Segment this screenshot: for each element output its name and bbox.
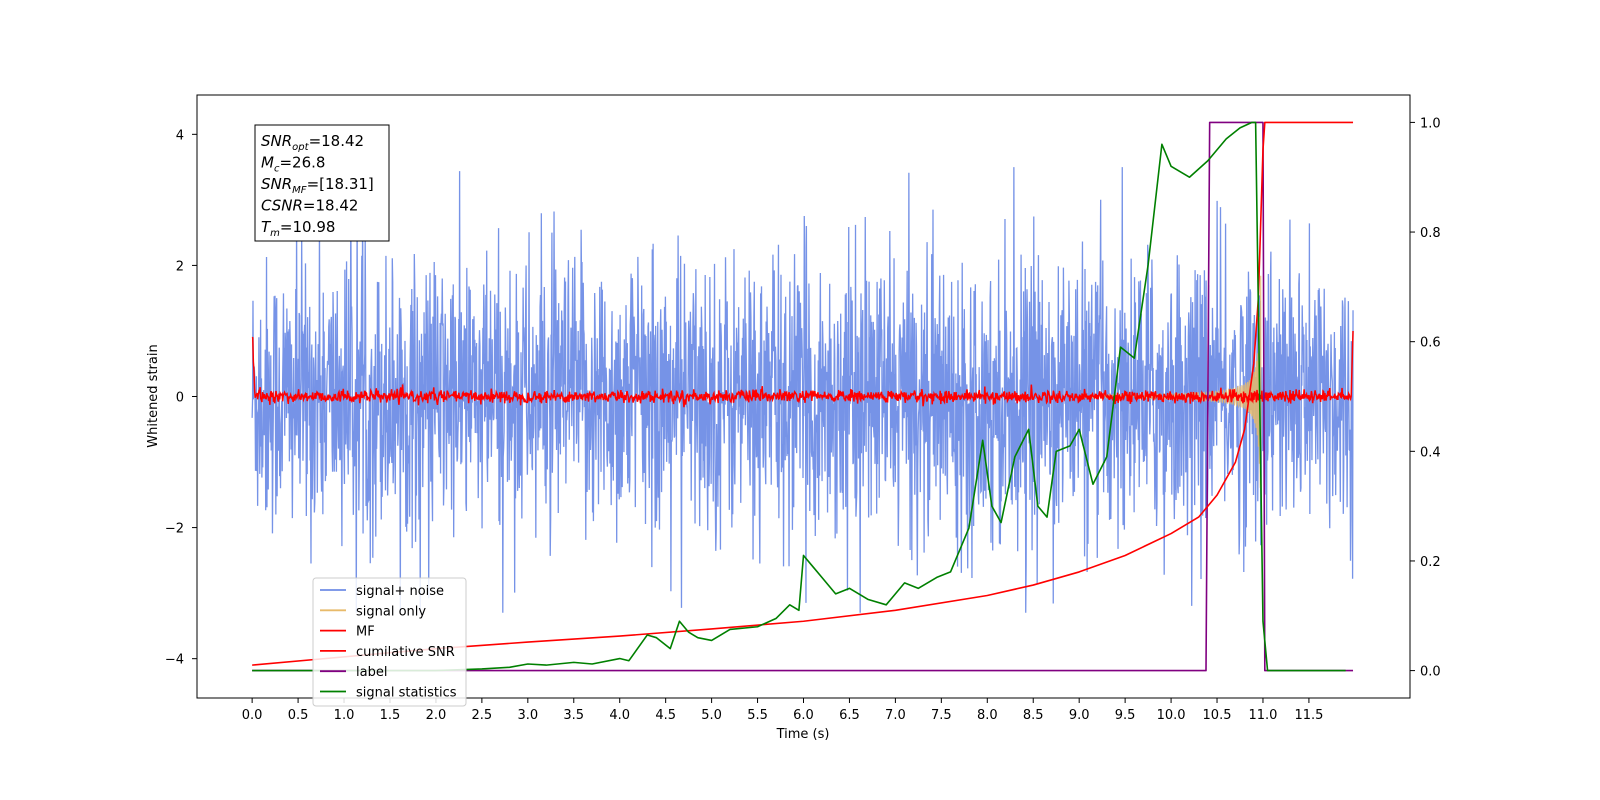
x-tick-label: 5.5 [747, 708, 768, 723]
x-tick-label: 7.0 [885, 708, 906, 723]
legend-label: cumilative SNR [356, 645, 455, 660]
series-layer [251, 121, 1354, 672]
annotation-value: =18.42 [303, 197, 359, 215]
annotation-var: CSNR [261, 197, 303, 215]
annotation-line: Tm=10.98 [261, 218, 335, 239]
annotation-value: =10.98 [280, 218, 336, 236]
series-group [251, 121, 1354, 672]
annotation-value: =26.8 [279, 154, 325, 172]
y-tick-label: 0 [176, 391, 184, 406]
annotation-value: =[18.31] [307, 175, 374, 193]
legend: signal+ noise signal only MF cumilative SNR… [312, 577, 467, 707]
legend-label: label [356, 665, 387, 680]
series-signal-statistics [252, 121, 1346, 672]
y-axis-right: 1.0 0.8 0.6 0.4 0.2 0.0 [1410, 116, 1441, 680]
legend-label: MF [356, 625, 375, 640]
annotation-var: SNR [261, 175, 292, 193]
annotation-box: SNRopt=18.42Mc=26.8SNRMF=[18.31]CSNR=18.… [254, 124, 390, 242]
annotation-sub: c [274, 164, 280, 175]
y-axis-label: Whitened strain [146, 344, 161, 447]
x-tick-label: 2.5 [472, 708, 493, 723]
x-tick-label: 1.5 [380, 708, 401, 723]
y-tick-label: 2 [176, 259, 184, 274]
x-axis: 0.0 0.5 1.0 1.5 2.0 2.5 3.0 3.5 4.0 4.5 5.0 5.5 6.0 6… [242, 698, 1323, 723]
series-cumulative-snr [252, 121, 1354, 666]
legend-label: signal only [356, 604, 426, 619]
x-tick-label: 9.0 [1069, 708, 1090, 723]
x-tick-label: 3.0 [517, 708, 538, 723]
y2-tick-label: 1.0 [1420, 116, 1441, 131]
legend-label: signal statistics [356, 686, 457, 701]
annotation-var: SNR [261, 132, 292, 150]
legend-label: signal+ noise [356, 584, 444, 599]
annotation-var: T [261, 218, 272, 236]
x-tick-label: 5.0 [701, 708, 722, 723]
x-tick-label: 11.5 [1294, 708, 1323, 723]
annotation-frame [254, 124, 390, 242]
annotation-sub: m [270, 228, 280, 239]
annotation-line: SNRMF=[18.31] [261, 175, 374, 196]
annotation-sub: opt [292, 142, 309, 153]
y2-tick-label: 0.0 [1420, 665, 1441, 680]
y-tick-label: −2 [165, 522, 184, 537]
y2-tick-label: 0.8 [1420, 226, 1441, 241]
y-tick-label: 4 [176, 128, 184, 143]
legend-frame [312, 577, 467, 707]
y-tick-label: −4 [165, 653, 184, 668]
x-axis-label: Time (s) [776, 727, 830, 742]
x-tick-label: 10.5 [1203, 708, 1232, 723]
series-signal-noise [251, 167, 1354, 613]
annotation-line: CSNR=18.42 [261, 197, 358, 215]
x-tick-label: 8.0 [977, 708, 998, 723]
y2-tick-label: 0.6 [1420, 336, 1441, 351]
y-axis-left: 4 2 0 −2 −4 [165, 128, 197, 668]
annotation-line: Mc=26.8 [261, 154, 325, 175]
x-tick-label: 8.5 [1023, 708, 1044, 723]
x-tick-label: 0.0 [242, 708, 263, 723]
x-tick-label: 10.0 [1157, 708, 1186, 723]
x-tick-label: 4.0 [609, 708, 630, 723]
x-tick-label: 4.5 [655, 708, 676, 723]
x-tick-label: 9.5 [1115, 708, 1136, 723]
x-tick-label: 6.5 [839, 708, 860, 723]
annotation-sub: MF [292, 185, 307, 196]
y2-tick-label: 0.2 [1420, 555, 1441, 570]
series-mf [251, 330, 1354, 408]
x-tick-label: 1.0 [334, 708, 355, 723]
x-tick-label: 7.5 [931, 708, 952, 723]
x-tick-label: 11.0 [1248, 708, 1277, 723]
x-tick-label: 2.0 [426, 708, 447, 723]
annotation-var: M [261, 154, 274, 172]
annotation-value: =18.42 [309, 132, 365, 150]
x-tick-label: 0.5 [288, 708, 309, 723]
y2-tick-label: 0.4 [1420, 445, 1441, 460]
x-tick-label: 3.5 [563, 708, 584, 723]
x-tick-label: 6.0 [793, 708, 814, 723]
annotation-line: SNRopt=18.42 [261, 132, 364, 153]
